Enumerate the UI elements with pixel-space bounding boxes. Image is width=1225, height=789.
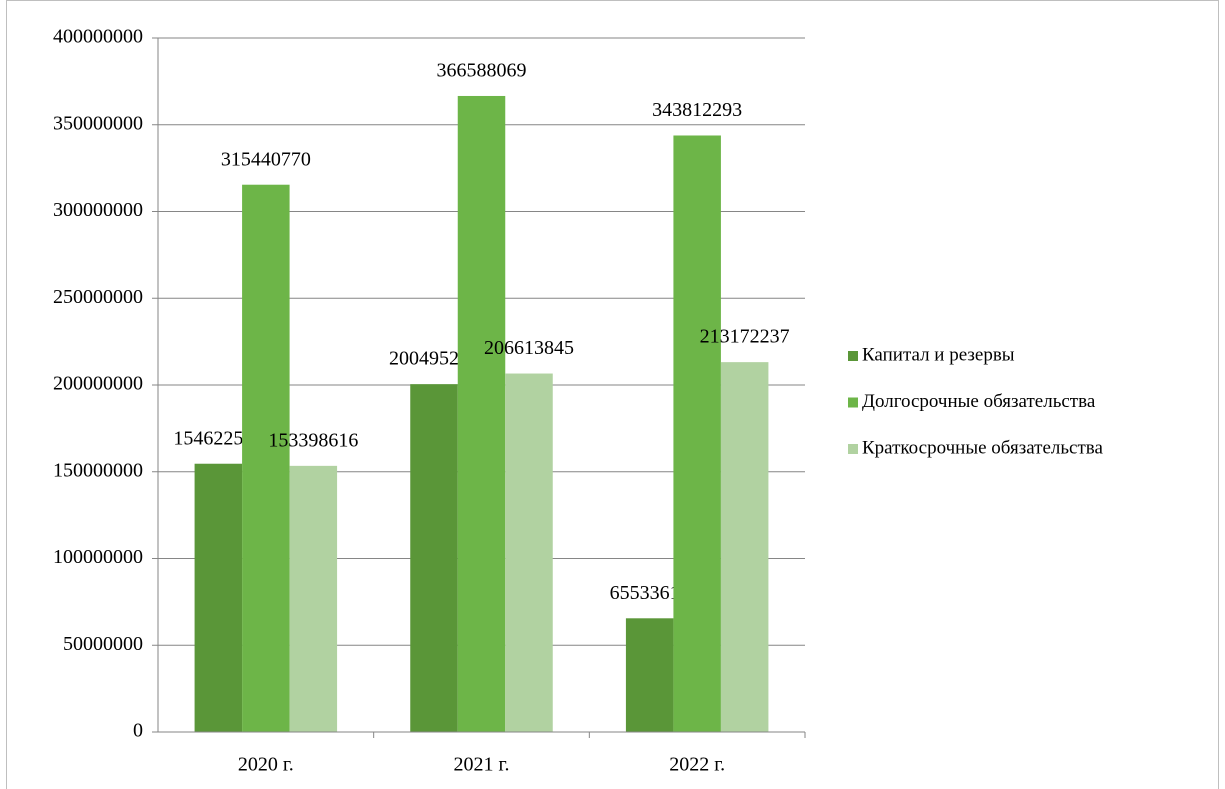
data-label: 200495286: [389, 348, 479, 370]
x-tick-label: 2020 г.: [238, 754, 294, 776]
data-label: 366588069: [437, 60, 527, 82]
bar: [720, 362, 769, 732]
legend-swatch: [848, 351, 858, 361]
legend-label: Краткосрочные обязательства: [862, 437, 1103, 458]
y-tick-label: 400000000: [53, 26, 143, 48]
y-tick-label: 50000000: [63, 633, 143, 655]
data-label: 343812293: [652, 99, 742, 121]
x-tick-label: 2022 г.: [669, 754, 725, 776]
bar: [673, 135, 721, 733]
data-label: 154622557: [173, 427, 263, 449]
data-label: 65533617: [610, 582, 690, 604]
bar: [625, 618, 674, 732]
y-tick-label: 0: [133, 720, 143, 742]
bar: [289, 465, 338, 732]
x-tick-label: 2021 г.: [454, 754, 510, 776]
data-label: 206613845: [484, 337, 574, 359]
legend-label: Капитал и резервы: [862, 344, 1015, 365]
data-label: 315440770: [221, 148, 311, 170]
data-label: 213172237: [700, 326, 790, 348]
y-tick-label: 100000000: [53, 546, 143, 568]
y-tick-label: 300000000: [53, 199, 143, 221]
y-tick-label: 200000000: [53, 373, 143, 395]
data-label: 153398616: [268, 429, 358, 451]
bar: [457, 95, 506, 732]
legend-swatch: [848, 444, 858, 454]
bar: [410, 384, 458, 732]
y-tick-label: 250000000: [53, 286, 143, 308]
y-tick-label: 350000000: [53, 112, 143, 134]
y-tick-label: 150000000: [53, 459, 143, 481]
bar: [194, 463, 243, 732]
bar: [242, 184, 290, 732]
bar: [505, 373, 553, 732]
legend-swatch: [848, 397, 858, 408]
legend-label: Долгосрочные обязательства: [862, 391, 1096, 412]
